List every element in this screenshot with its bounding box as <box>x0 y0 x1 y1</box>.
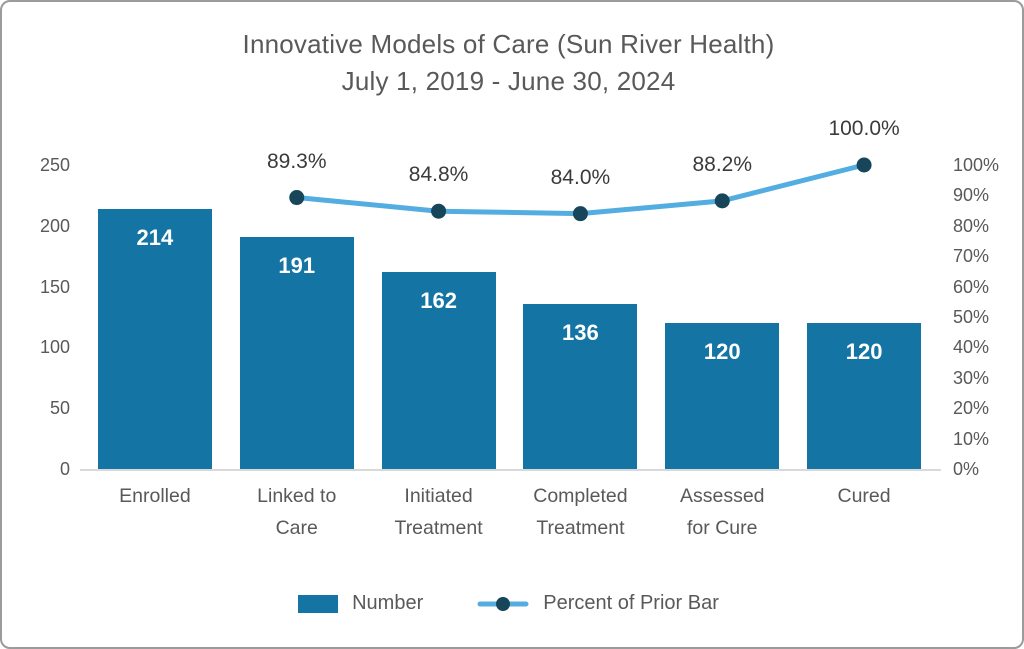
chart-title: Innovative Models of Care (Sun River Hea… <box>2 26 1015 100</box>
bar-cured: 120 <box>807 323 922 469</box>
left-axis-tick: 250 <box>39 155 70 175</box>
chart-title-line1: Innovative Models of Care (Sun River Hea… <box>242 29 775 59</box>
right-axis-tick: 10% <box>953 428 990 449</box>
right-axis-tick: 20% <box>953 398 990 419</box>
right-axis-tick: 80% <box>953 215 990 236</box>
line-marker <box>572 206 588 222</box>
right-axis-tick: 70% <box>953 246 990 267</box>
legend-line-swatch-icon <box>477 596 529 612</box>
left-axis-tick: 0 <box>59 459 70 479</box>
line-marker <box>289 190 305 206</box>
right-axis-tick: 50% <box>953 307 990 327</box>
right-axis-tick: 60% <box>953 276 990 297</box>
bar-value-label: 120 <box>703 339 741 365</box>
bar-value-label: 162 <box>420 288 457 313</box>
percent-data-label: 84.0% <box>550 165 611 189</box>
legend: Number Percent of Prior Bar <box>2 592 1015 615</box>
right-axis-tick: 100% <box>953 155 1000 175</box>
bar-value-label: 136 <box>562 319 599 345</box>
bar-value-label: 120 <box>845 339 883 365</box>
bar-enrolled: 214 <box>97 208 212 469</box>
percent-data-label: 89.3% <box>266 149 327 173</box>
bar-initiated-treatment: 162 <box>381 272 496 469</box>
percent-data-label: 84.8% <box>408 163 469 187</box>
chart-title-line2: July 1, 2019 - June 30, 2024 <box>341 66 676 96</box>
right-axis-tick: 40% <box>953 337 990 358</box>
legend-number-label: Number <box>352 592 424 614</box>
bar-value-label: 191 <box>278 252 316 278</box>
bar-value-label: 214 <box>136 224 174 250</box>
percent-data-label: 100.0% <box>828 117 900 140</box>
legend-bar-swatch-icon <box>298 594 339 613</box>
percent-data-label: 88.2% <box>692 152 753 176</box>
left-axis-tick: 150 <box>39 276 70 297</box>
category-label: Cured <box>837 485 891 507</box>
legend-percent-label: Percent of Prior Bar <box>543 592 719 614</box>
category-label: Completed Treatment <box>533 485 628 539</box>
left-axis-tick: 100 <box>39 337 70 358</box>
line-marker <box>431 203 447 219</box>
line-marker <box>856 157 872 173</box>
category-label: Enrolled <box>119 485 191 507</box>
bar-linked-to-care: 191 <box>239 236 354 469</box>
x-axis-baseline <box>80 469 941 471</box>
right-axis-tick: 0% <box>953 459 980 479</box>
right-axis-tick: 30% <box>953 367 990 388</box>
category-label: Assessed for Cure <box>679 485 765 539</box>
right-axis-tick: 90% <box>953 185 990 206</box>
category-label: Linked to Care <box>257 485 337 539</box>
left-axis-tick: 200 <box>39 215 70 236</box>
left-axis-tick: 50 <box>49 398 70 419</box>
bar-completed-treatment: 136 <box>523 303 638 469</box>
line-marker <box>714 193 730 209</box>
bar-assessed-for-cure: 120 <box>665 323 780 469</box>
category-label: Initiated Treatment <box>394 485 483 539</box>
